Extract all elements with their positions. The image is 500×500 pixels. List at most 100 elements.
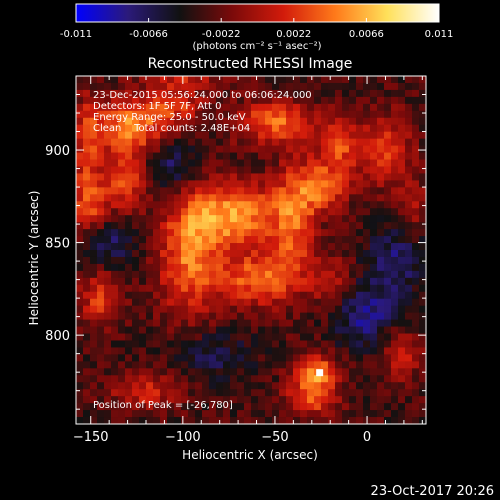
heatmap-cell	[335, 89, 343, 98]
heatmap-cell	[300, 368, 308, 376]
heatmap-cell	[244, 117, 252, 126]
heatmap-cell	[314, 76, 322, 84]
heatmap-cell	[118, 298, 126, 307]
heatmap-cell	[321, 215, 329, 223]
heatmap-cell	[160, 298, 168, 307]
heatmap-cell	[174, 180, 182, 188]
heatmap-cell	[174, 403, 182, 411]
heatmap-cell	[391, 89, 399, 98]
heatmap-cell	[209, 117, 217, 126]
heatmap-cell	[230, 201, 238, 209]
heatmap-cell	[419, 340, 427, 348]
heatmap-cell	[230, 270, 238, 279]
heatmap-cell	[202, 208, 210, 216]
heatmap-cell	[167, 166, 175, 174]
heatmap-cell	[412, 76, 420, 84]
heatmap-cell	[202, 333, 210, 341]
heatmap-cell	[83, 319, 91, 327]
heatmap-cell	[153, 159, 161, 167]
heatmap-cell	[104, 284, 112, 293]
heatmap-cell	[419, 305, 427, 314]
heatmap-cell	[146, 333, 154, 341]
heatmap-cell	[279, 250, 287, 258]
heatmap-cell	[412, 159, 420, 167]
heatmap-cell	[230, 96, 238, 105]
heatmap-cell	[286, 138, 294, 146]
heatmap-cell	[419, 82, 427, 91]
heatmap-cell	[188, 96, 196, 105]
heatmap-cell	[293, 347, 301, 355]
heatmap-cell	[370, 173, 378, 181]
heatmap-cell	[321, 124, 329, 133]
heatmap-cell	[237, 326, 245, 334]
heatmap-cell	[335, 277, 343, 286]
footer-timestamp: 23-Oct-2017 20:26	[371, 484, 494, 499]
heatmap-cell	[377, 89, 385, 98]
heatmap-cell	[356, 305, 364, 314]
heatmap-cell	[111, 166, 119, 174]
heatmap-cell	[251, 236, 259, 244]
heatmap-cell	[153, 277, 161, 286]
heatmap-cell	[118, 117, 126, 126]
heatmap-cell	[398, 270, 406, 279]
heatmap-cell	[398, 333, 406, 341]
heatmap-cell	[139, 410, 147, 418]
heatmap-cell	[307, 256, 315, 265]
heatmap-cell	[111, 361, 119, 369]
heatmap-cell	[384, 215, 392, 223]
heatmap-cell	[202, 89, 210, 98]
heatmap-cell	[90, 277, 98, 286]
heatmap-cell	[83, 417, 91, 425]
heatmap-cell	[153, 117, 161, 126]
heatmap-cell	[188, 326, 196, 334]
heatmap-cell	[307, 138, 315, 146]
heatmap-cell	[286, 180, 294, 188]
heatmap-cell	[349, 82, 357, 91]
heatmap-cell	[237, 145, 245, 153]
heatmap-cell	[90, 417, 98, 425]
heatmap-cell	[370, 166, 378, 174]
heatmap-cell	[363, 110, 371, 119]
heatmap-cell	[118, 215, 126, 223]
heatmap-cell	[83, 236, 91, 244]
heatmap-cell	[153, 124, 161, 133]
heatmap-cell	[272, 347, 280, 355]
heatmap-cell	[132, 382, 140, 390]
heatmap-cell	[181, 305, 189, 314]
heatmap-cell	[314, 180, 322, 188]
heatmap-cell	[104, 89, 112, 98]
heatmap-cell	[314, 152, 322, 160]
heatmap-cell	[265, 326, 273, 334]
heatmap-cell	[209, 201, 217, 209]
heatmap-cell	[181, 312, 189, 320]
heatmap-cell	[258, 117, 266, 126]
heatmap-cell	[370, 82, 378, 91]
heatmap-cell	[237, 256, 245, 265]
heatmap-cell	[384, 222, 392, 230]
heatmap-cell	[405, 417, 413, 425]
heatmap-cell	[258, 270, 266, 279]
heatmap-cell	[209, 82, 217, 91]
heatmap-cell	[97, 250, 105, 258]
heatmap-cell	[97, 263, 105, 272]
heatmap-cell	[111, 270, 119, 279]
heatmap-cell	[300, 187, 308, 195]
heatmap-cell	[307, 76, 315, 84]
heatmap-cell	[202, 256, 210, 265]
heatmap-cell	[412, 298, 420, 307]
heatmap-cell	[209, 403, 217, 411]
heatmap-cell	[412, 333, 420, 341]
heatmap-cell	[244, 180, 252, 188]
heatmap-cell	[265, 187, 273, 195]
heatmap-cell	[209, 277, 217, 286]
heatmap-cell	[160, 166, 168, 174]
heatmap-cell	[251, 145, 259, 153]
heatmap-cell	[76, 187, 84, 195]
heatmap-cell	[216, 326, 224, 334]
heatmap-cell	[349, 319, 357, 327]
heatmap-cell	[370, 347, 378, 355]
heatmap-cell	[405, 277, 413, 286]
heatmap-cell	[258, 208, 266, 216]
heatmap-cell	[279, 215, 287, 223]
heatmap-cell	[279, 368, 287, 376]
